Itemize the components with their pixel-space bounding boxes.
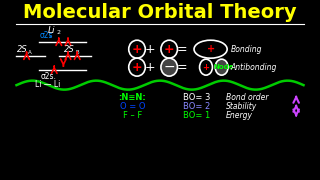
Text: Node: Node <box>213 64 234 70</box>
Text: Li — Li: Li — Li <box>35 80 60 89</box>
Text: Bonding: Bonding <box>231 45 262 54</box>
Text: σ2s: σ2s <box>39 31 53 40</box>
Text: +: + <box>145 61 155 74</box>
Text: Energy: Energy <box>226 111 253 120</box>
Text: +: + <box>164 43 174 56</box>
Text: Antibonding: Antibonding <box>231 63 277 72</box>
Text: +: + <box>132 43 142 56</box>
Text: −: − <box>164 60 175 74</box>
Circle shape <box>161 58 178 76</box>
Text: +: + <box>203 63 210 72</box>
Text: *: * <box>49 35 52 40</box>
Text: BO= 3: BO= 3 <box>183 93 210 102</box>
Text: O = O: O = O <box>120 102 145 111</box>
Text: =: = <box>177 43 188 56</box>
Text: Molecular Orbital Theory: Molecular Orbital Theory <box>23 3 297 22</box>
Text: B: B <box>76 50 79 55</box>
Text: +: + <box>132 61 142 74</box>
Text: BO= 2: BO= 2 <box>183 102 210 111</box>
Text: +: + <box>145 43 155 56</box>
Text: 2: 2 <box>56 30 60 35</box>
Text: F – F: F – F <box>123 111 142 120</box>
Ellipse shape <box>215 59 228 75</box>
Text: σ2s.: σ2s. <box>40 72 56 81</box>
Text: A: A <box>28 50 31 55</box>
Text: Bond order: Bond order <box>226 93 269 102</box>
Text: =: = <box>177 61 188 74</box>
Text: Stability: Stability <box>226 102 258 111</box>
Text: +: + <box>206 44 215 54</box>
Text: 2S: 2S <box>17 45 27 54</box>
Text: :N≡N:: :N≡N: <box>118 93 146 102</box>
Text: BO= 1: BO= 1 <box>183 111 210 120</box>
Text: Li: Li <box>48 26 55 35</box>
Text: 2S: 2S <box>64 45 75 54</box>
